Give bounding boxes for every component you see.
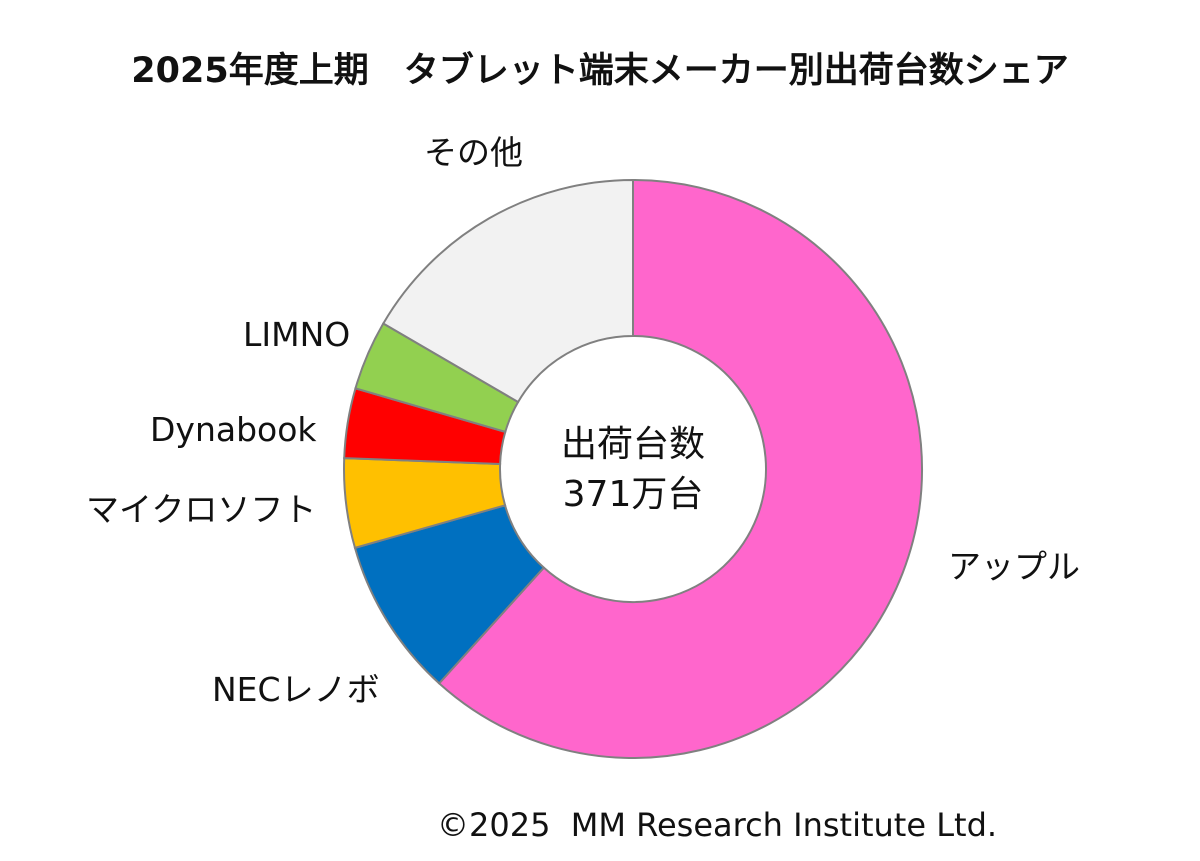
donut-center-label: 出荷台数 371万台: [503, 420, 763, 520]
copyright-notice: ©2025 MM Research Institute Ltd.: [437, 806, 998, 844]
slice-label-microsoft: マイクロソフト: [86, 490, 317, 529]
center-label-title: 出荷台数: [560, 424, 705, 465]
slice-apple: [437, 178, 923, 759]
slice-label-dynabook: Dynabook: [150, 410, 317, 449]
slice-other: [381, 178, 634, 404]
slice-label-nec-lenovo: NECレノボ: [212, 670, 380, 709]
slice-label-other: その他: [424, 133, 523, 172]
slice-label-apple: アップル: [948, 547, 1080, 586]
chart-title: 2025年度上期 タブレット端末メーカー別出荷台数シェア: [131, 51, 1069, 91]
slice-label-limno: LIMNO: [243, 315, 351, 354]
center-label-value: 371万台: [562, 474, 704, 515]
